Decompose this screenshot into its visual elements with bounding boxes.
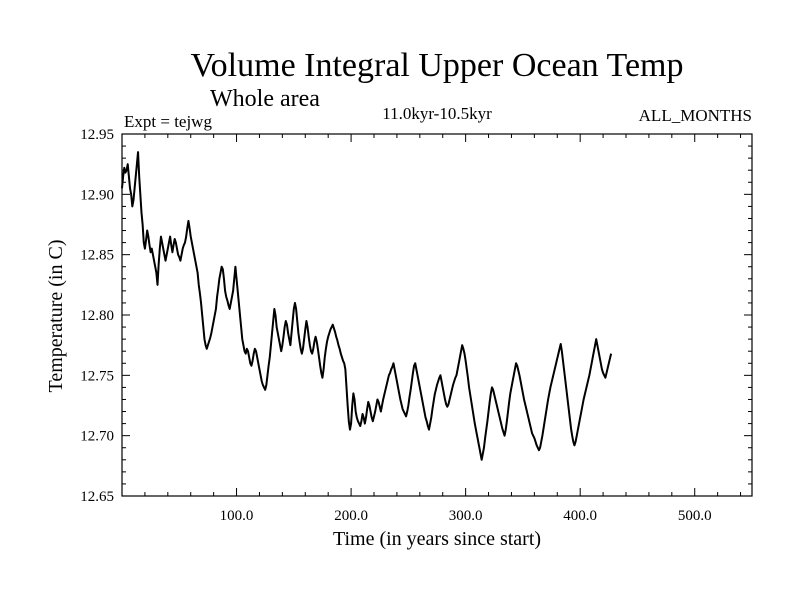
x-axis-label: Time (in years since start) — [333, 528, 541, 550]
series-line — [121, 151, 613, 461]
axis-ticks — [122, 133, 752, 497]
y-tick-label: 12.95 — [80, 127, 114, 143]
y-tick-label: 12.75 — [80, 368, 114, 384]
plot-frame — [121, 133, 753, 497]
y-tick-label: 12.65 — [80, 489, 114, 505]
x-tick-label: 200.0 — [334, 508, 368, 524]
series-layer — [121, 151, 613, 461]
y-axis-label: Temperature (in C) — [45, 240, 67, 393]
y-tick-label: 12.70 — [80, 429, 114, 445]
period-label: 11.0kyr-10.5kyr — [382, 104, 492, 123]
chart-subtitle: Whole area — [210, 86, 320, 112]
y-tick-label: 12.80 — [80, 308, 114, 324]
x-tick-label: 400.0 — [563, 508, 597, 524]
x-tick-label: 100.0 — [220, 508, 254, 524]
x-tick-label: 500.0 — [678, 508, 712, 524]
chart-title: Volume Integral Upper Ocean Temp — [191, 47, 684, 84]
axis-tick-labels: 100.0 200.0 300.0 400.0 500.0 12.65 12.70 12.75… — [80, 127, 711, 524]
y-tick-label: 12.90 — [80, 187, 114, 203]
y-tick-label: 12.85 — [80, 248, 114, 264]
experiment-label: Expt = tejwg — [124, 112, 212, 131]
months-label: ALL_MONTHS — [639, 106, 752, 125]
x-tick-label: 300.0 — [449, 508, 483, 524]
